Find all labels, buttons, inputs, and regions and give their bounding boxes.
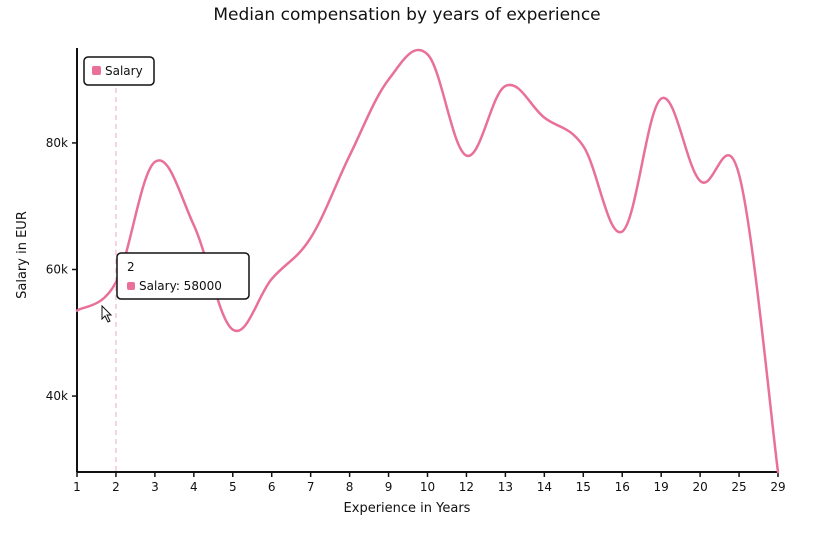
x-tick-label: 19 — [654, 480, 669, 494]
tooltip-value: Salary: 58000 — [139, 279, 222, 293]
x-axis-label: Experience in Years — [344, 501, 471, 516]
x-tick-label: 13 — [498, 480, 513, 494]
x-tick-label: 1 — [73, 480, 81, 494]
legend-box — [83, 56, 155, 86]
x-tick-label: 12 — [459, 480, 474, 494]
legend-swatch-salary — [92, 66, 101, 75]
x-tick-label: 8 — [346, 480, 354, 494]
x-tick-label: 10 — [420, 480, 435, 494]
x-tick-label: 6 — [268, 480, 276, 494]
x-tick-label: 15 — [576, 480, 591, 494]
x-tick-label: 2 — [112, 480, 120, 494]
chart-title: Median compensation by years of experien… — [213, 5, 600, 25]
tooltip-title: 2 — [127, 260, 135, 274]
x-tick-label: 9 — [385, 480, 393, 494]
tooltip-box — [116, 252, 250, 300]
x-tick-label: 16 — [615, 480, 630, 494]
tooltip-swatch — [127, 282, 135, 290]
x-tick-label: 20 — [692, 480, 707, 494]
x-tick-label: 7 — [307, 480, 315, 494]
y-tick-label: 80k — [46, 136, 68, 150]
y-tick-label: 60k — [46, 262, 68, 276]
series-line-salary[interactable] — [75, 48, 780, 474]
tooltip: 2 Salary: 58000 — [116, 252, 250, 300]
x-tick-label: 4 — [190, 480, 198, 494]
x-ticks: 1 2 3 4 5 6 7 8 9 10 12 13 14 15 16 19 20 25 29 — [73, 472, 786, 494]
y-tick-label: 40k — [46, 389, 68, 403]
legend[interactable]: Salary — [83, 56, 155, 86]
x-tick-label: 25 — [731, 480, 746, 494]
legend-label-salary: Salary — [105, 64, 143, 78]
mouse-cursor-icon — [101, 304, 113, 323]
y-axis-label: Salary in EUR — [15, 211, 30, 299]
y-ticks: 40k 60k 80k — [46, 136, 77, 403]
x-tick-label: 5 — [229, 480, 237, 494]
x-tick-label: 14 — [537, 480, 552, 494]
x-tick-label: 3 — [151, 480, 159, 494]
x-tick-label: 29 — [770, 480, 785, 494]
